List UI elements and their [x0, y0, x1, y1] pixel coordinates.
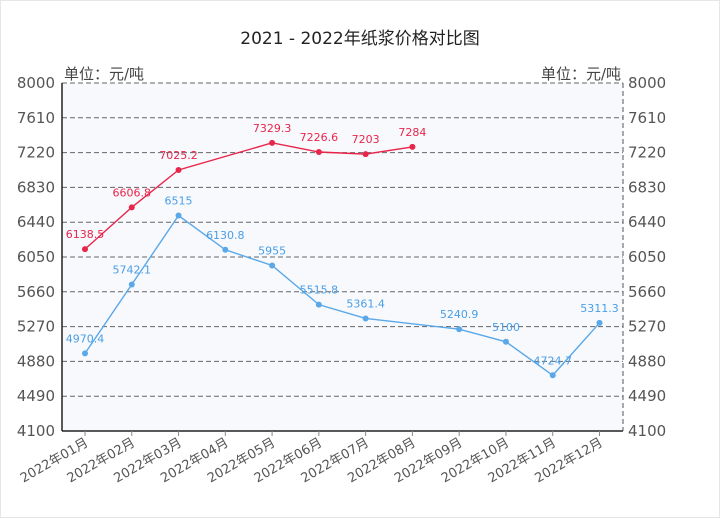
- data-label: 6138.5: [66, 228, 105, 241]
- data-label: 7203: [352, 133, 380, 146]
- y-tick-right: 4880: [628, 352, 666, 370]
- y-tick-left: 4880: [17, 352, 55, 370]
- data-label: 4970.4: [66, 332, 105, 345]
- data-point: [456, 326, 463, 333]
- data-point: [549, 372, 556, 379]
- y-tick-right: 7610: [628, 109, 666, 127]
- data-point: [269, 262, 276, 269]
- data-label: 7025.2: [159, 149, 198, 162]
- y-tick-left: 5270: [17, 318, 55, 336]
- data-label: 7329.3: [253, 122, 292, 135]
- data-point: [315, 149, 322, 156]
- data-label: 5361.4: [346, 297, 385, 310]
- data-point: [175, 166, 182, 173]
- data-point: [596, 319, 603, 326]
- data-label: 5240.9: [440, 308, 479, 321]
- data-label: 6515: [165, 195, 193, 208]
- data-point: [175, 212, 182, 219]
- data-label: 5311.3: [580, 302, 619, 315]
- data-label: 5100: [492, 321, 520, 334]
- data-label: 4724.7: [533, 354, 572, 367]
- data-point: [222, 246, 229, 253]
- y-tick-left: 4490: [17, 387, 55, 405]
- y-tick-left: 7610: [17, 109, 55, 127]
- y-tick-right: 8000: [628, 74, 666, 92]
- y-tick-right: 6050: [628, 248, 666, 266]
- unit-label-left: 单位：元/吨: [64, 65, 144, 83]
- data-point: [128, 281, 135, 288]
- data-point: [82, 350, 88, 357]
- data-point: [362, 315, 369, 322]
- data-label: 6606.8: [113, 186, 152, 199]
- data-label: 5955: [258, 244, 286, 257]
- data-label: 6130.8: [206, 229, 245, 242]
- y-tick-left: 7220: [17, 144, 55, 162]
- data-label: 5515.8: [300, 284, 339, 297]
- data-point: [82, 246, 88, 253]
- y-tick-left: 6830: [17, 178, 55, 196]
- data-point: [128, 204, 135, 211]
- data-label: 7226.6: [300, 131, 339, 144]
- data-point: [409, 143, 416, 150]
- chart-title: 2021 - 2022年纸浆价格对比图: [240, 29, 480, 49]
- data-label: 5742.1: [113, 263, 152, 276]
- data-point: [269, 139, 276, 146]
- y-tick-right: 5270: [628, 318, 666, 336]
- y-tick-left: 4100: [17, 422, 55, 440]
- y-tick-right: 4490: [628, 387, 666, 405]
- y-tick-right: 7220: [628, 144, 666, 162]
- data-label: 7284: [398, 126, 426, 139]
- y-tick-right: 4100: [628, 422, 666, 440]
- data-point: [502, 338, 509, 345]
- data-point: [362, 151, 369, 158]
- y-tick-left: 8000: [17, 74, 55, 92]
- y-tick-left: 6440: [17, 213, 55, 231]
- y-tick-right: 5660: [628, 283, 666, 301]
- y-tick-left: 6050: [17, 248, 55, 266]
- y-tick-left: 5660: [17, 283, 55, 301]
- y-tick-right: 6830: [628, 178, 666, 196]
- unit-label-right: 单位：元/吨: [541, 65, 621, 83]
- data-point: [315, 301, 322, 308]
- y-tick-right: 6440: [628, 213, 666, 231]
